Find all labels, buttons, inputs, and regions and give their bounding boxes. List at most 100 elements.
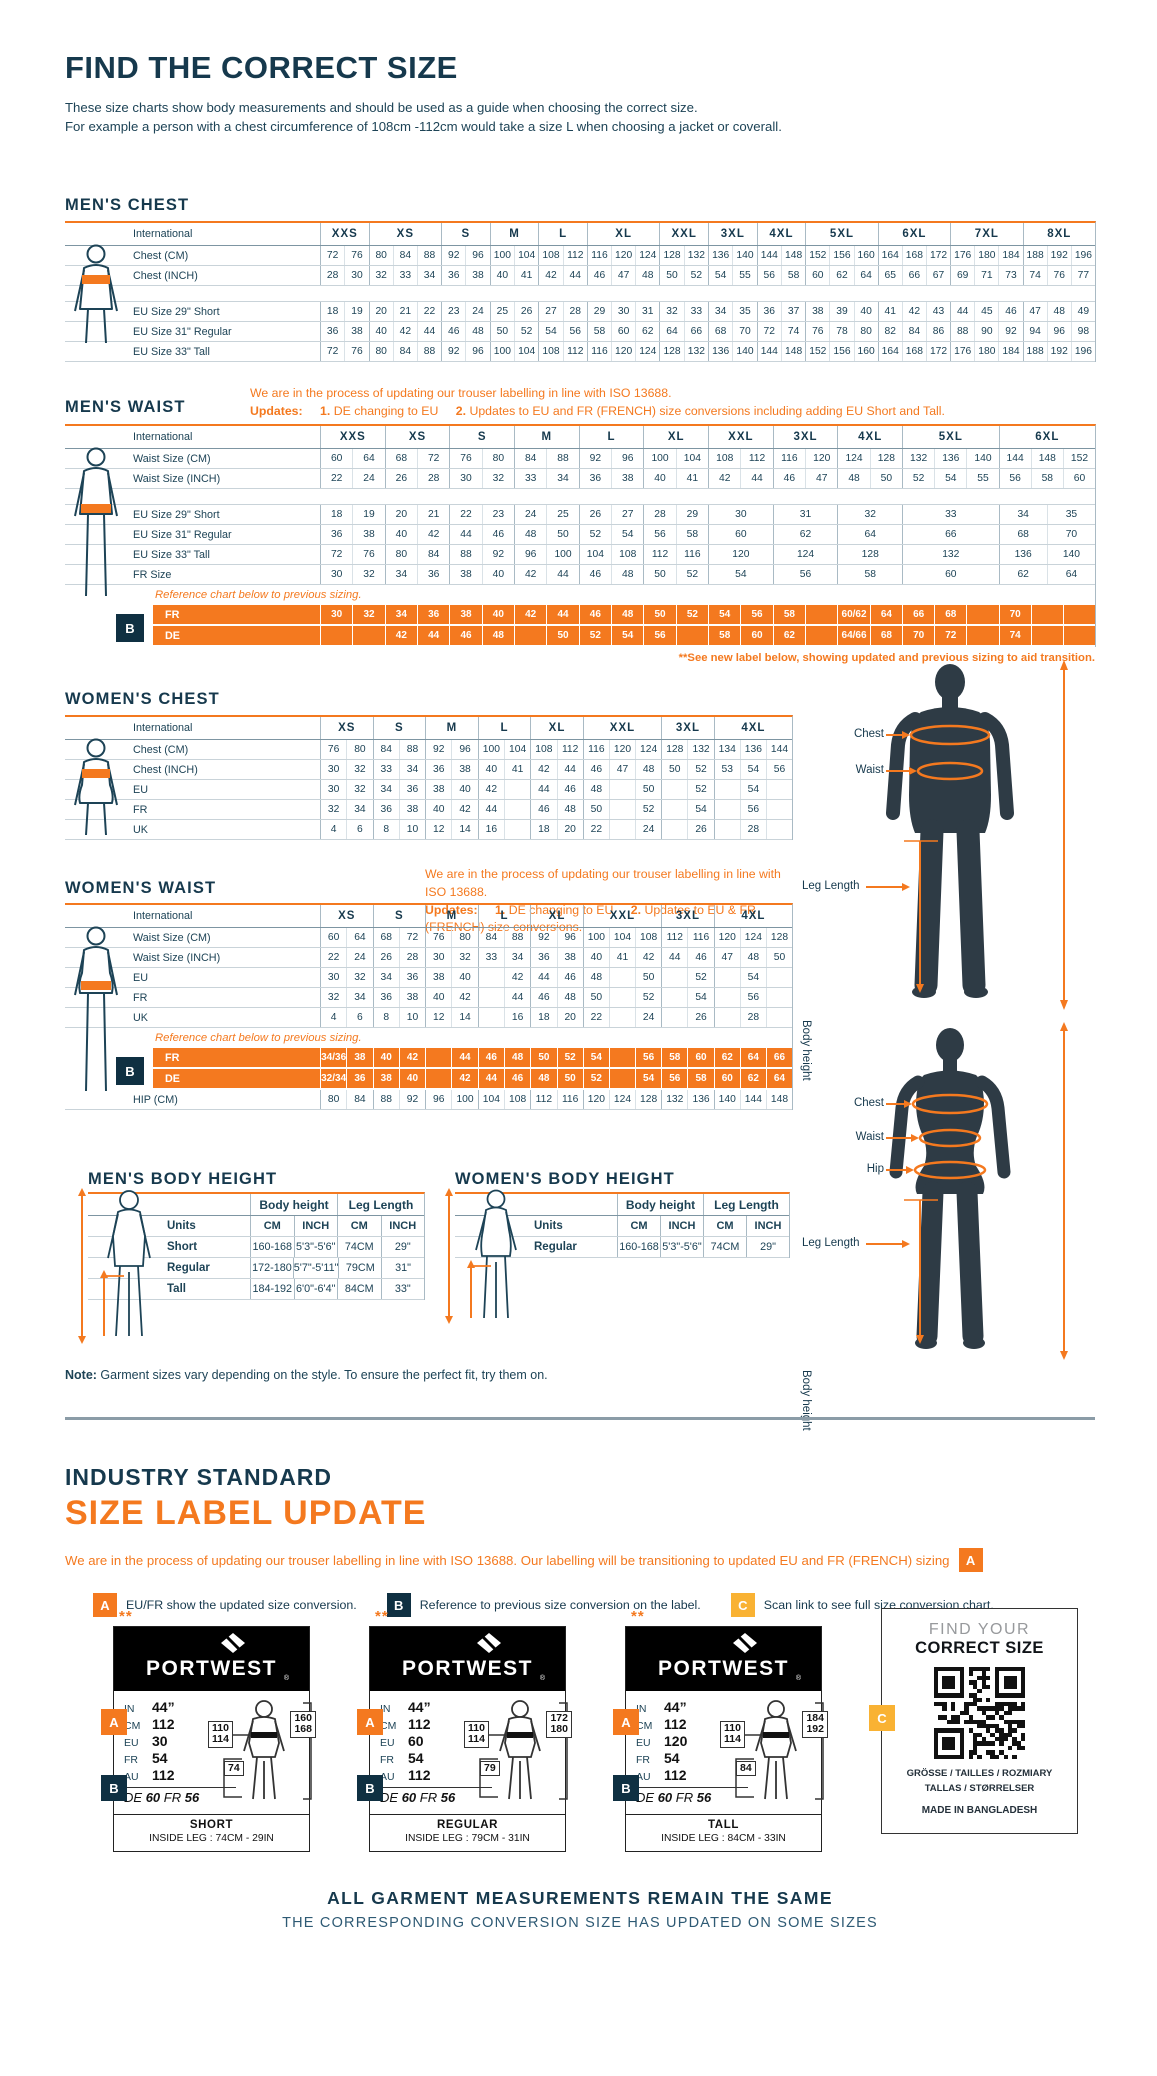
size-cell: 46 [556, 968, 583, 987]
cell-group: 60 62 64 [713, 1069, 792, 1088]
size-cell: 120 [611, 246, 635, 265]
cell-group: 42 44 [538, 266, 587, 285]
cell-group: 48 50 [837, 469, 902, 488]
row-label: Waist Size (CM) [133, 452, 211, 465]
size-cell: 18 [538, 824, 550, 835]
size-cell: 34 [546, 469, 578, 488]
size-cell: 80 [853, 322, 878, 341]
size-cell: 144 [765, 740, 792, 759]
size-cell: 24 [635, 1008, 661, 1027]
size-cell: 18 [326, 306, 339, 317]
size-cell: 32 [864, 509, 876, 520]
size-cell: 28 [326, 270, 339, 281]
size-cell: 52 [912, 473, 925, 484]
size-cell: 136 [934, 449, 966, 468]
size-column-header: 4XL [713, 905, 792, 927]
male-height-figure-icon [78, 1188, 151, 1344]
table-row: EU Size 29" Short 18 19 20 21 22 23 24 25 26 27 28 2… [65, 302, 1095, 322]
size-cell [765, 968, 792, 987]
size-cell: 116 [591, 346, 608, 357]
womens-chest-table: International XS S M L XL XXL 3XL 4XL Chest (CM) 7… [65, 715, 793, 840]
cell-group: 42 44 [384, 626, 450, 645]
cell-group: 40 42 [372, 1048, 426, 1067]
cell-group: 88 92 [449, 545, 514, 564]
updates-label: Updates: [425, 902, 478, 917]
size-cell: 156 [829, 246, 853, 265]
size-cell: 92 [998, 322, 1022, 341]
size-cell: 34 [395, 569, 408, 580]
size-cell: 12 [433, 1012, 445, 1023]
size-cell: 128 [663, 346, 681, 357]
size-cell: 184 [998, 246, 1022, 265]
legend-item: A EU/FR show the updated size conversion. [93, 1593, 357, 1617]
cell-group: 48 50 [514, 525, 579, 544]
size-cell: 112 [556, 740, 583, 759]
size-cell: 8 [383, 1012, 390, 1023]
size-cell: 80 [451, 928, 477, 947]
cell-group: 132 [902, 545, 999, 564]
size-column-header: XXL [582, 905, 661, 927]
size-cell: 55 [966, 469, 998, 488]
size-cell: 92 [447, 250, 460, 261]
size-cell: 55 [732, 266, 756, 285]
size-cell: 32 [346, 780, 372, 799]
size-cell: 62 [1017, 569, 1029, 580]
size-cell: 46 [687, 948, 713, 967]
size-cell [608, 1008, 635, 1027]
size-cell: 50 [654, 569, 666, 580]
update-2-num: 2. [630, 902, 642, 917]
cell-group: 124 128 [837, 449, 902, 468]
size-cell: 48 [739, 948, 766, 967]
cell-group: 69 71 73 [950, 266, 1022, 285]
bh-group-label: Leg Length [337, 1194, 424, 1215]
cell-group: 32 [837, 505, 902, 524]
cell-group: 84 88 [514, 449, 579, 468]
size-cell: 124 [635, 342, 659, 361]
cell-group: 26 27 [578, 505, 644, 524]
size-cell: 76 [460, 453, 472, 464]
cell-group: 104 108 [578, 545, 644, 564]
size-cell: 42 [545, 270, 557, 281]
size-cell: 58 [687, 1069, 713, 1088]
size-cell: 16 [485, 824, 498, 835]
size-cell: 62 [783, 630, 795, 641]
size-cell: 112 [562, 246, 587, 265]
size-cell: 29 [593, 306, 606, 317]
cell-group: 164 168 172 [877, 342, 950, 361]
size-cell: 30 [327, 764, 340, 775]
size-cell: 56 [739, 988, 766, 1007]
size-cell: 36 [380, 804, 392, 815]
size-cell: 50 [556, 1069, 583, 1088]
size-label-card: ** PORTWEST ® IN 44” CM 112 EU 30 FR 54 AU 112 DE… [101, 1608, 316, 1852]
size-cell: 36 [380, 992, 392, 1003]
cell-group: 52 54 [582, 1069, 661, 1088]
size-cell: 144 [739, 1090, 766, 1109]
size-cell: 46 [589, 609, 601, 620]
size-cell: 134 [718, 744, 736, 755]
row-label: Waist Size (INCH) [133, 951, 221, 964]
size-cell: 44 [485, 804, 498, 815]
cell-group: 56 58 [756, 266, 806, 285]
size-cell: 56 [740, 605, 772, 624]
cell-group: 46 47 48 [586, 266, 659, 285]
cell-group: 50 [514, 626, 579, 645]
leg-measure-box: 84 [736, 1761, 756, 1777]
womens-body-height-table: Body height Leg Length Units CM INCH CM INCH Re… [445, 1188, 790, 1324]
mens-body-height-table: Body height Leg Length Units CM INCH CM INCH Sh… [78, 1188, 425, 1344]
size-cell: 48 [481, 626, 514, 645]
cell-group: 30 [708, 505, 773, 524]
cell-group: 60 62 64 [805, 266, 877, 285]
size-cell: 92 [538, 932, 550, 943]
size-cell: 54 [739, 968, 766, 987]
size-cell: 116 [781, 453, 798, 464]
cell-group: 40 42 [425, 800, 478, 819]
size-cell: 64 [864, 529, 876, 540]
cell-group: 60/62 64 [837, 605, 902, 624]
size-cell: 22 [590, 1012, 603, 1023]
size-cell: 35 [732, 302, 756, 321]
size-cell: 23 [481, 505, 514, 524]
size-cell: 14 [451, 1008, 477, 1027]
size-cell: 44 [562, 266, 587, 285]
size-cell: 40 [375, 326, 387, 337]
size-cell: 84 [524, 453, 537, 464]
